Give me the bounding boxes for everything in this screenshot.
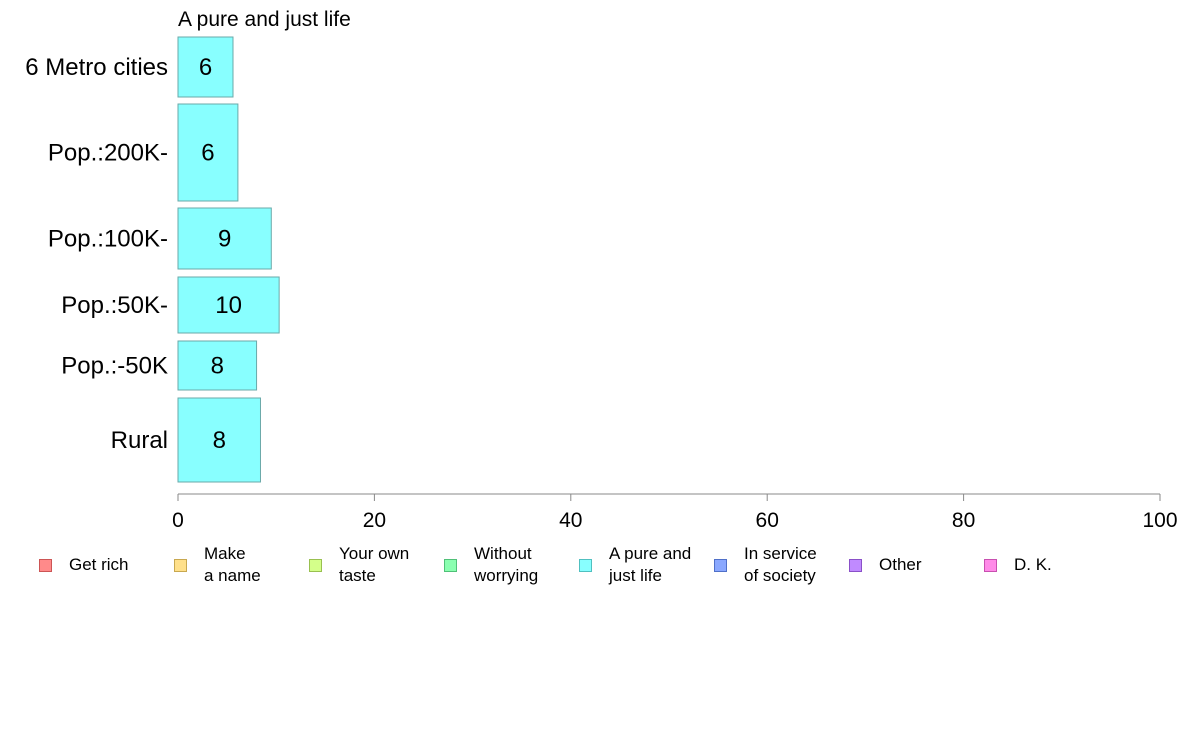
bar-value-label: 6 <box>201 140 214 167</box>
bar-value-label: 8 <box>213 427 226 454</box>
legend-swatch <box>849 558 862 572</box>
x-tick-label: 60 <box>756 509 779 532</box>
category-label: Pop.:50K- <box>61 292 168 319</box>
bars-group: 6 6 9 10 8 8 <box>177 36 280 483</box>
legend-item: Without worrying <box>444 543 538 587</box>
category-label: Rural <box>111 427 168 454</box>
legend-label: Other <box>879 555 922 574</box>
bar <box>177 207 272 270</box>
legend-item: Other <box>849 543 922 587</box>
category-label: Pop.:-50K <box>61 353 168 380</box>
legend-item: Your own taste <box>309 543 409 587</box>
legend-item: In service of society <box>714 543 817 587</box>
x-tick-label: 20 <box>363 509 386 532</box>
legend-item: Get rich <box>39 543 129 587</box>
legend: Get rich Make a name Your own taste Without… <box>0 543 1188 593</box>
x-tick-label: 80 <box>952 509 975 532</box>
legend-swatch <box>579 558 592 572</box>
bar <box>177 276 280 334</box>
legend-item: Make a name <box>174 543 261 587</box>
bar <box>177 36 234 98</box>
bar <box>177 397 261 483</box>
legend-swatch <box>984 558 997 572</box>
legend-item: D. K. <box>984 543 1052 587</box>
legend-label: Get rich <box>69 555 129 574</box>
bar-value-label: 6 <box>199 54 212 81</box>
category-label: Pop.:100K- <box>48 226 168 253</box>
bar <box>177 103 239 202</box>
category-label: 6 Metro cities <box>25 54 168 81</box>
bar-value-label: 8 <box>211 353 224 380</box>
chart-title: A pure and just life <box>178 8 351 31</box>
legend-swatch <box>174 558 187 572</box>
legend-swatch <box>309 558 322 572</box>
legend-label: Your own taste <box>339 544 410 585</box>
legend-label: Make a name <box>204 544 261 585</box>
legend-label: A pure and just life <box>609 544 692 585</box>
x-tick-label: 100 <box>1142 509 1177 532</box>
y-axis-labels: 6 Metro cities Pop.:200K- Pop.:100K- Pop.:5… <box>25 54 168 454</box>
legend-swatch <box>39 558 52 572</box>
legend-item: A pure and just life <box>579 543 691 587</box>
legend-swatch <box>714 558 727 572</box>
category-label: Pop.:200K- <box>48 140 168 167</box>
bar-value-label: 10 <box>215 292 242 319</box>
bar <box>177 340 258 391</box>
legend-label: D. K. <box>1014 555 1052 574</box>
legend-swatch <box>444 558 457 572</box>
x-axis: 0 20 40 60 80 100 <box>172 493 1178 532</box>
x-tick-label: 40 <box>559 509 582 532</box>
bar-value-label: 9 <box>218 226 231 253</box>
x-tick-label: 0 <box>172 509 184 532</box>
legend-label: Without worrying <box>474 544 539 585</box>
legend-label: In service of society <box>744 544 817 585</box>
